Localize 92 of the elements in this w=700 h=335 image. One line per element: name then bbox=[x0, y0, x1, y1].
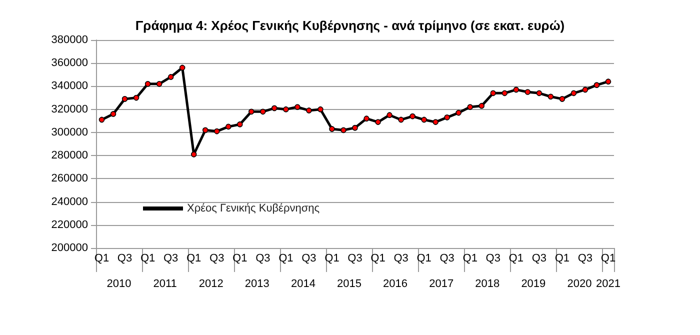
point bbox=[133, 94, 140, 101]
point bbox=[236, 121, 243, 128]
point bbox=[122, 96, 128, 102]
x-tick-label: Q3 bbox=[532, 252, 547, 264]
point bbox=[168, 74, 174, 80]
y-tick-label: 280000 bbox=[51, 150, 88, 162]
text: 2012 bbox=[198, 278, 224, 290]
point bbox=[318, 106, 324, 112]
text: 2013 bbox=[244, 278, 270, 290]
point bbox=[605, 78, 612, 84]
text: 2010 bbox=[106, 278, 132, 290]
point bbox=[410, 113, 416, 120]
point bbox=[190, 152, 197, 158]
point bbox=[421, 116, 427, 123]
point bbox=[386, 112, 392, 118]
point bbox=[98, 116, 105, 123]
point bbox=[225, 124, 232, 130]
y-tick-label: 240000 bbox=[51, 196, 88, 208]
point bbox=[214, 128, 220, 134]
point bbox=[570, 90, 577, 96]
text: 2011 bbox=[153, 278, 177, 290]
x-tick-label: Q1 bbox=[140, 252, 156, 264]
point bbox=[490, 90, 496, 96]
text: 2017 bbox=[429, 278, 454, 290]
x-tick-label: Q3 bbox=[256, 252, 270, 264]
y-tick-label: 200000 bbox=[51, 242, 88, 254]
text: 2014 bbox=[290, 278, 316, 290]
y-tick-label: 360000 bbox=[51, 57, 88, 70]
legend-label: Χρέος Γενικής Κυβέρνησης bbox=[187, 202, 320, 214]
point bbox=[582, 86, 588, 93]
text: 2015 bbox=[337, 278, 362, 290]
point bbox=[156, 81, 162, 87]
x-tick-label: Q3 bbox=[440, 252, 454, 264]
point bbox=[202, 127, 208, 134]
point bbox=[536, 90, 542, 96]
point bbox=[179, 64, 186, 71]
point bbox=[559, 96, 566, 102]
point bbox=[340, 127, 346, 134]
x-tick-label: Q3 bbox=[302, 252, 316, 264]
x-tick-label: Q3 bbox=[163, 252, 178, 264]
point bbox=[364, 116, 370, 122]
text: 2018 bbox=[475, 278, 500, 290]
point bbox=[306, 108, 312, 114]
x-tick-label: Q3 bbox=[348, 252, 362, 264]
x-tick-label: Q1 bbox=[186, 252, 202, 264]
y-tick-label: 380000 bbox=[51, 34, 88, 46]
point bbox=[375, 119, 381, 125]
x-tick-label: Q3 bbox=[210, 252, 224, 264]
point bbox=[110, 111, 116, 117]
text: 2019 bbox=[521, 278, 546, 290]
point bbox=[248, 108, 254, 115]
point bbox=[283, 106, 289, 112]
text: 2021 bbox=[596, 278, 620, 290]
x-tick-label: Q1 bbox=[508, 252, 524, 264]
chart-title: Γράφημα 4: Χρέος Γενικής Κυβέρνησης - ανά τρίμηνο (σε εκατ. ευρώ) bbox=[135, 18, 565, 33]
point bbox=[432, 119, 438, 125]
y-tick-label: 340000 bbox=[51, 80, 88, 92]
point bbox=[513, 86, 520, 93]
point bbox=[467, 104, 474, 110]
point bbox=[329, 126, 335, 132]
x-tick-label: Q3 bbox=[486, 252, 500, 264]
x-tick-label: Q1 bbox=[232, 252, 248, 264]
y-tick-label: 220000 bbox=[51, 218, 88, 231]
point bbox=[524, 89, 531, 95]
point bbox=[502, 90, 508, 96]
x-tick-label: Q1 bbox=[370, 252, 386, 264]
point bbox=[594, 82, 600, 88]
x-tick-label: Q1 bbox=[600, 252, 616, 264]
text: 2020 bbox=[567, 278, 592, 290]
x-tick-label: Q1 bbox=[278, 252, 294, 264]
x-tick-label: Q1 bbox=[94, 252, 110, 264]
point bbox=[260, 108, 266, 115]
point bbox=[294, 104, 300, 110]
x-tick-label: Q3 bbox=[394, 252, 408, 264]
point bbox=[548, 94, 554, 100]
y-tick-label: 320000 bbox=[51, 103, 88, 116]
y-tick-label: 300000 bbox=[51, 126, 88, 138]
point bbox=[456, 110, 462, 116]
point bbox=[478, 102, 485, 109]
x-tick-label: Q1 bbox=[554, 252, 570, 264]
x-tick-label: Q1 bbox=[462, 252, 478, 264]
text: 2016 bbox=[383, 278, 408, 290]
y-tick-label: 260000 bbox=[51, 172, 88, 185]
point bbox=[144, 81, 151, 87]
point bbox=[444, 114, 450, 120]
x-tick-label: Q1 bbox=[416, 252, 432, 264]
point bbox=[352, 124, 358, 131]
x-tick-label: Q1 bbox=[324, 252, 340, 264]
x-tick-label: Q3 bbox=[117, 252, 132, 264]
point bbox=[272, 105, 278, 112]
x-tick-label: Q3 bbox=[578, 252, 593, 264]
point bbox=[398, 116, 404, 123]
